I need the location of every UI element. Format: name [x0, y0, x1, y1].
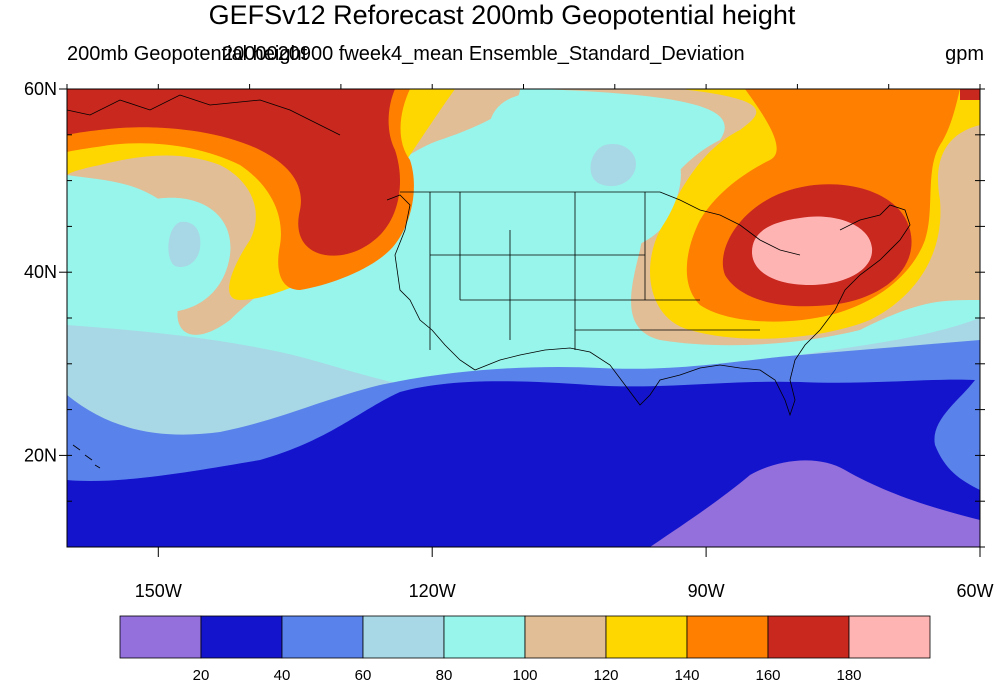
lat-label-40: 40N — [24, 262, 57, 282]
colorbar-label: 180 — [836, 667, 861, 684]
map-title: GEFSv12 Reforecast 200mb Geopotential he… — [208, 0, 796, 30]
band-180-plus — [752, 216, 873, 285]
band-160-180 — [67, 89, 980, 307]
colorbar-label: 80 — [436, 667, 453, 684]
band-80-100-pocket — [489, 92, 681, 257]
colorbar-label: 160 — [755, 667, 780, 684]
variable-label: 200mb Geopotential height — [67, 43, 308, 65]
colorbar-label: 140 — [674, 667, 699, 684]
band-60-80-pocket-north — [590, 144, 636, 187]
band-below-20 — [650, 460, 980, 547]
colorbar-label: 20 — [193, 667, 210, 684]
colorbar-swatch — [848, 615, 931, 659]
colorbar-swatch — [200, 615, 283, 659]
colorbar-label: 100 — [512, 667, 537, 684]
colorbar-label: 40 — [274, 667, 291, 684]
lat-label-20: 20N — [24, 445, 57, 465]
contour-field — [67, 89, 980, 547]
colorbar-swatch — [443, 615, 526, 659]
longitude-axis: 150W 120W 90W 60W — [66, 84, 994, 601]
colorbar: 20 40 60 80 100 120 140 160 180 — [119, 615, 931, 684]
latitude-axis: 60N 40N 20N — [24, 79, 985, 548]
colorbar-label: 60 — [355, 667, 372, 684]
colorbar-swatch — [281, 615, 364, 659]
colorbar-swatch — [119, 615, 202, 659]
band-60-80-pocket-west — [168, 221, 201, 268]
lon-label-60w: 60W — [956, 581, 993, 601]
colorbar-swatch — [605, 615, 688, 659]
colorbar-swatch — [524, 615, 607, 659]
colorbar-swatch — [362, 615, 445, 659]
colorbar-swatch — [686, 615, 769, 659]
units-label: gpm — [945, 43, 984, 65]
colorbar-label: 120 — [593, 667, 618, 684]
colorbar-swatch — [767, 615, 850, 659]
lon-label-120w: 120W — [409, 581, 456, 601]
lon-label-90w: 90W — [688, 581, 725, 601]
coastlines-and-borders — [67, 94, 911, 469]
run-description-label: 2000020900 fweek4_mean Ensemble_Standard… — [222, 43, 745, 65]
lat-label-60: 60N — [24, 79, 57, 99]
lon-label-150w: 150W — [135, 581, 182, 601]
